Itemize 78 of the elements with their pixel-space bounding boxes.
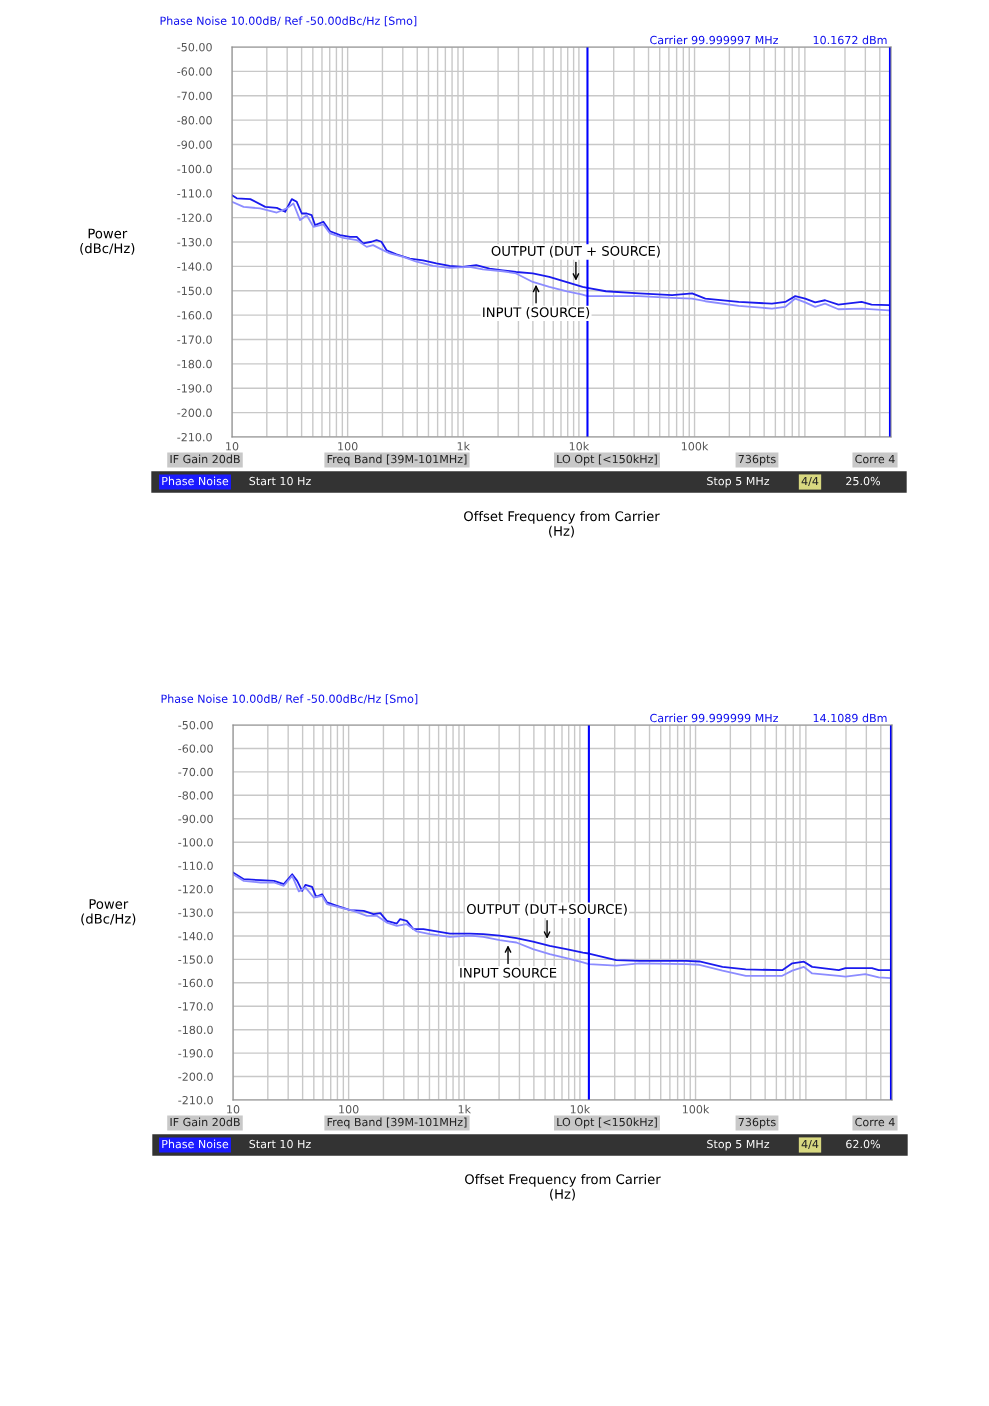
x-axis-title: Offset Frequency from Carrier (Hz): [464, 510, 660, 538]
x-tick-label: 10k: [570, 1104, 591, 1114]
y-tick-label: -50.00: [178, 720, 213, 730]
y-tick-label: -70.00: [177, 91, 212, 101]
x-tick-label: 10: [227, 1105, 240, 1114]
y-axis-title: Power (dBc/Hz): [81, 899, 136, 926]
y-tick-label: -110.0: [177, 189, 212, 198]
y-tick-label: -140.0: [177, 262, 212, 271]
y-tick-label: -170.0: [177, 335, 212, 344]
text: Start 10 Hz: [249, 1139, 311, 1149]
y-tick-label: -130.0: [177, 237, 212, 247]
text: 14.1089 dBm: [813, 713, 887, 723]
y-tick-label: -80.00: [177, 116, 212, 125]
y-tick-label: -110.0: [178, 861, 213, 870]
chart-title: Phase Noise 10.00dB/ Ref -50.00dBc/Hz [Smo]: [161, 694, 418, 705]
y-tick-label: -80.00: [178, 791, 213, 800]
y-tick-label: -210.0: [177, 432, 212, 442]
text: 10.1672 dBm: [813, 35, 887, 45]
x-tick-label: 1k: [458, 1104, 471, 1114]
y-tick-label: -100.0: [177, 164, 212, 174]
text: 4/4: [801, 476, 819, 487]
text: IF Gain 20dB: [170, 454, 240, 464]
x-tick-label: 10: [226, 442, 239, 451]
annotation: INPUT SOURCE: [460, 967, 557, 978]
x-tick-label: 100: [339, 1105, 359, 1114]
text: IF Gain 20dB: [170, 1117, 240, 1127]
annotation: OUTPUT (DUT+SOURCE): [466, 903, 627, 916]
x-axis-title: Offset Frequency from Carrier (Hz): [465, 1173, 661, 1201]
y-tick-label: -200.0: [178, 1072, 213, 1081]
text: 25.0%: [846, 476, 881, 486]
y-tick-label: -100.0: [178, 838, 213, 847]
y-tick-label: -150.0: [177, 286, 212, 296]
text: 736pts: [738, 454, 776, 466]
text: Carrier 99.999999 MHz: [650, 713, 778, 723]
x-tick-label: 100k: [682, 1104, 710, 1114]
text: Freq Band [39M-101MHz]: [327, 454, 467, 466]
y-tick-label: -160.0: [177, 311, 212, 320]
text: LO Opt [<150kHz]: [557, 1117, 657, 1129]
y-tick-label: -120.0: [177, 213, 212, 222]
y-tick-label: -130.0: [178, 908, 213, 917]
y-tick-label: -90.00: [177, 140, 212, 149]
y-tick-label: -90.00: [178, 814, 213, 824]
y-tick-label: -50.00: [177, 42, 212, 52]
y-tick-label: -150.0: [178, 955, 213, 964]
text: Start 10 Hz: [249, 476, 311, 486]
y-tick-label: -170.0: [178, 1002, 213, 1011]
x-tick-label: 100: [338, 442, 358, 451]
y-tick-label: -120.0: [178, 885, 213, 894]
y-tick-label: -210.0: [178, 1095, 213, 1105]
y-tick-label: -180.0: [177, 359, 212, 369]
y-tick-label: -180.0: [178, 1025, 213, 1035]
y-tick-label: -60.00: [178, 744, 213, 753]
text: Phase Noise: [162, 1139, 229, 1149]
x-tick-label: 100k: [681, 441, 709, 451]
text: Freq Band [39M-101MHz]: [327, 1117, 467, 1129]
text: Carrier 99.999997 MHz: [650, 35, 778, 45]
y-axis-title: Power (dBc/Hz): [80, 228, 135, 255]
text: Corre 4: [855, 1117, 895, 1127]
text: Corre 4: [855, 454, 895, 464]
x-tick-label: 10k: [569, 441, 590, 451]
text: 62.0%: [846, 1139, 881, 1149]
y-tick-label: -70.00: [178, 767, 213, 777]
text: Stop 5 MHz: [707, 1139, 770, 1151]
annotation: OUTPUT (DUT + SOURCE): [491, 245, 660, 258]
x-tick-label: 1k: [457, 441, 470, 451]
text: LO Opt [<150kHz]: [557, 454, 657, 466]
annotation: INPUT (SOURCE): [483, 306, 590, 319]
y-tick-label: -160.0: [178, 978, 213, 988]
y-tick-label: -60.00: [177, 67, 212, 76]
text: Stop 5 MHz: [707, 476, 770, 488]
y-tick-label: -140.0: [178, 931, 213, 941]
y-tick-label: -190.0: [177, 384, 212, 393]
text: Phase Noise: [162, 476, 229, 486]
chart-title: Phase Noise 10.00dB/ Ref -50.00dBc/Hz [Smo]: [160, 16, 417, 27]
text: 4/4: [801, 1139, 819, 1150]
y-tick-label: -190.0: [178, 1049, 213, 1058]
y-tick-label: -200.0: [177, 408, 212, 417]
text: 736pts: [738, 1117, 776, 1129]
